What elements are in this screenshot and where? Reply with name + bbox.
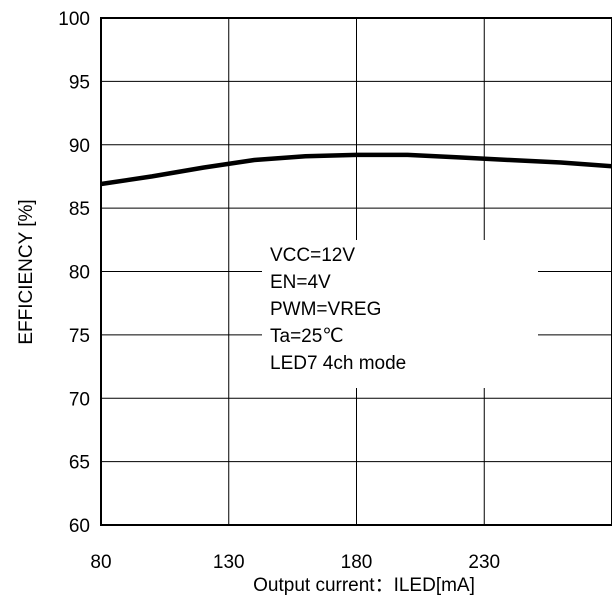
annotation-pwm: PWM=VREG [270,299,381,320]
annotation-text-group: VCC=12V EN=4V PWM=VREG Ta=25℃ LED7 4ch m… [270,245,406,374]
y-tick-label: 85 [69,199,90,220]
y-tick-labels: 60 65 70 75 80 85 90 95 100 [58,9,90,537]
y-tick-label: 75 [69,326,90,347]
y-tick-label: 60 [69,516,90,537]
x-tick-label: 80 [90,552,111,573]
annotation-en: EN=4V [270,272,331,293]
y-tick-label: 90 [69,136,90,157]
y-tick-label: 80 [69,263,90,284]
annotation-led-mode: LED7 4ch mode [270,353,406,374]
efficiency-series-line [100,152,612,187]
annotation-ta: Ta=25℃ [270,326,344,347]
x-tick-label: 230 [468,552,500,573]
y-axis-title: EFFICIENCY [%] [16,199,37,344]
y-tick-label: 100 [58,9,90,30]
x-tick-label: 130 [213,552,245,573]
annotation-vcc: VCC=12V [270,245,355,266]
y-tick-label: 65 [69,453,90,474]
plot-frame [100,17,612,526]
y-tick-label: 95 [69,72,90,93]
x-axis-title: Output current：ILED[mA] [253,575,475,596]
x-tick-label: 180 [341,552,373,573]
y-tick-label: 70 [69,389,90,410]
annotation-box [262,240,538,388]
x-tick-labels: 80 130 180 230 [90,552,500,573]
